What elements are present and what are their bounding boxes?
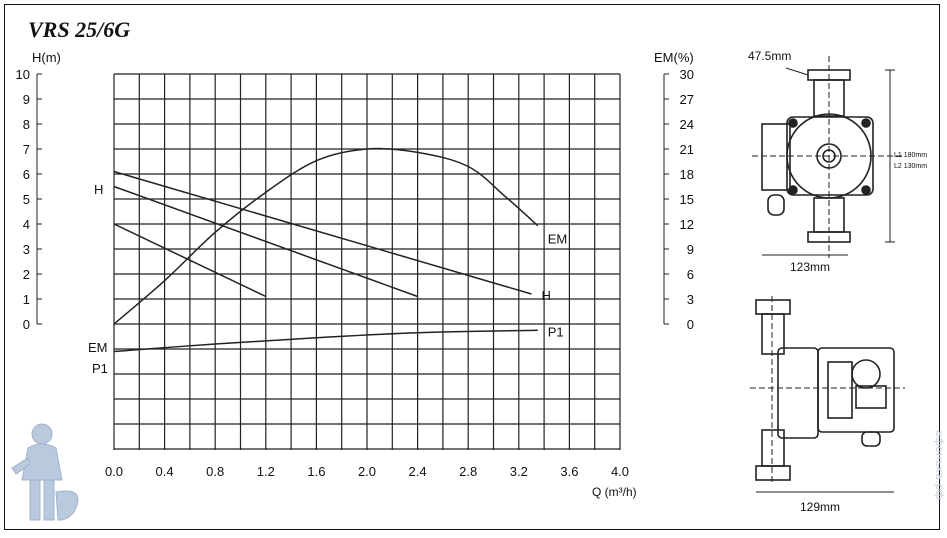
y-left-tick-label: 0 xyxy=(23,317,30,332)
y-right-tick-label: 3 xyxy=(687,292,694,307)
series-label-end: H xyxy=(541,288,550,303)
y-left-tick-label: 8 xyxy=(23,117,30,132)
series-label-left: P1 xyxy=(92,361,108,376)
pump-front-dims xyxy=(752,56,905,258)
dim-height-l2: L2 130mm xyxy=(894,163,927,170)
chart-curves xyxy=(113,147,539,353)
dim-top-width: 47.5mm xyxy=(748,49,791,63)
series-label-end: P1 xyxy=(548,324,564,339)
x-tick-label: 1.2 xyxy=(257,464,275,479)
chart-frame xyxy=(4,4,940,530)
dim-side-view-width: 129mm xyxy=(800,500,840,514)
dim-top-view-width: 123mm xyxy=(790,260,830,274)
x-tick-label: 4.0 xyxy=(611,464,629,479)
x-tick-label: 0.8 xyxy=(206,464,224,479)
pump-side-dims xyxy=(750,296,905,493)
y-right-tick-label: 12 xyxy=(680,217,694,232)
x-tick-label: 0.4 xyxy=(156,464,174,479)
x-tick-label: 3.2 xyxy=(510,464,528,479)
x-tick-label: 2.4 xyxy=(409,464,427,479)
series-h-line xyxy=(113,223,267,298)
chart-axes: 012345678910H(m)036912151821242730EM(%)0… xyxy=(16,50,694,499)
y-right-tick-label: 18 xyxy=(680,167,694,182)
y-right-tick-label: 27 xyxy=(680,92,694,107)
series-label-left: H xyxy=(94,182,103,197)
series-em-line xyxy=(113,147,539,325)
chart-labels: H EM P1 H EM P1 xyxy=(88,182,567,376)
y-left-tick-label: 2 xyxy=(23,267,30,282)
y-left-tick-label: 1 xyxy=(23,292,30,307)
y-right-tick-label: 21 xyxy=(680,142,694,157)
y-right-tick-label: 6 xyxy=(687,267,694,282)
x-tick-label: 1.6 xyxy=(307,464,325,479)
series-p1-line xyxy=(113,329,538,353)
y-left-tick-label: 9 xyxy=(23,92,30,107)
y-right-tick-label: 15 xyxy=(680,192,694,207)
y-left-tick-label: 6 xyxy=(23,167,30,182)
dim-height-l1: L1 180mm xyxy=(894,152,927,159)
y-left-tick-label: 5 xyxy=(23,192,30,207)
x-tick-label: 3.6 xyxy=(560,464,578,479)
chart-title: VRS 25/6G xyxy=(28,17,131,42)
pump-side-view xyxy=(755,299,895,481)
x-axis-label: Q (m³/h) xyxy=(592,485,637,499)
x-tick-label: 0.0 xyxy=(105,464,123,479)
y-left-tick-label: 7 xyxy=(23,142,30,157)
y-right-axis-label: EM(%) xyxy=(654,50,694,65)
y-right-tick-label: 0 xyxy=(687,317,694,332)
series-h-line xyxy=(113,170,532,295)
y-left-tick-label: 3 xyxy=(23,242,30,257)
watermark-text: афонька.рф xyxy=(933,430,946,500)
y-right-tick-label: 24 xyxy=(680,117,694,132)
y-right-tick-label: 30 xyxy=(680,67,694,82)
series-label-left: EM xyxy=(88,340,108,355)
series-label-end: EM xyxy=(548,232,568,247)
x-tick-label: 2.0 xyxy=(358,464,376,479)
y-left-axis-label: H(m) xyxy=(32,50,61,65)
series-h-line xyxy=(113,185,418,298)
y-left-tick-label: 10 xyxy=(16,67,30,82)
x-tick-label: 2.8 xyxy=(459,464,477,479)
y-right-tick-label: 9 xyxy=(687,242,694,257)
plumber-logo-icon xyxy=(11,423,79,521)
y-left-tick-label: 4 xyxy=(23,217,30,232)
